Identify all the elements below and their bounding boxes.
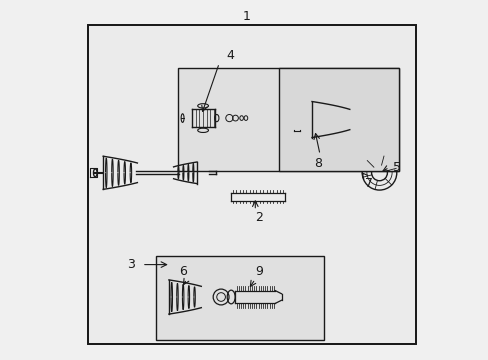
Bar [156,256,323,340]
Text: 3: 3 [127,258,135,271]
Text: 7: 7 [364,177,372,190]
Text: 2: 2 [254,211,263,224]
Text: 9: 9 [254,265,263,278]
Text: 5: 5 [393,161,401,174]
Bar [88,25,415,344]
Bar [278,68,399,171]
Bar [178,68,399,171]
Text: 6: 6 [179,265,187,278]
Bar [88,25,415,344]
Text: 4: 4 [225,49,234,62]
Text: 8: 8 [314,157,322,170]
Text: 1: 1 [242,10,250,23]
